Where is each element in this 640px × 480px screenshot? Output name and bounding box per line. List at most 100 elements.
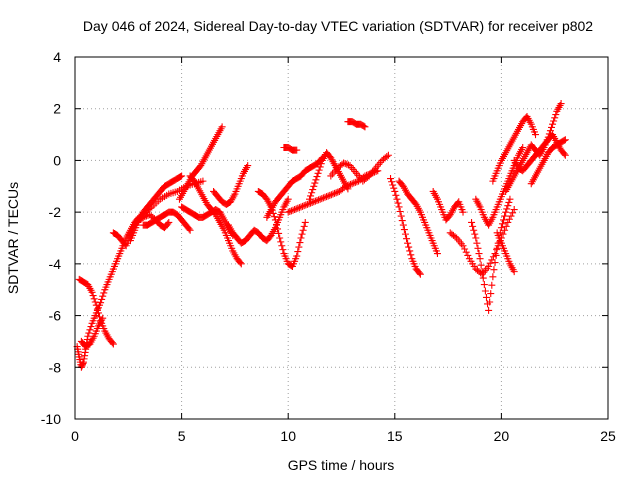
data-point-marker <box>326 191 334 199</box>
data-point-marker <box>300 222 308 230</box>
series-sat-track-c <box>77 314 107 351</box>
data-point-marker <box>310 198 318 206</box>
data-point-marker <box>186 226 194 234</box>
data-point-marker <box>87 323 95 331</box>
data-point-marker <box>236 259 244 267</box>
data-point-marker <box>489 273 497 281</box>
data-point-marker <box>303 200 311 208</box>
data-point-marker <box>482 293 490 301</box>
series-sat-track-x <box>472 144 527 229</box>
data-point-marker <box>470 226 478 234</box>
data-point-marker <box>397 212 405 220</box>
data-point-marker <box>468 218 476 226</box>
data-point-marker <box>491 259 499 267</box>
data-point-marker <box>331 189 339 197</box>
data-point-marker <box>86 326 94 334</box>
data-point-marker <box>478 268 486 276</box>
data-point-marker <box>561 151 569 159</box>
data-point-marker <box>317 160 325 168</box>
data-point-marker <box>433 250 441 258</box>
data-point-marker <box>341 160 349 168</box>
data-point-marker <box>502 222 510 230</box>
data-point-marker <box>321 193 329 201</box>
data-point-marker <box>488 281 496 289</box>
data-point-marker <box>310 182 318 190</box>
y-tick-label: -6 <box>49 308 62 324</box>
data-point-marker <box>199 177 207 185</box>
series-sat-track-n <box>284 167 382 216</box>
data-point-marker <box>274 225 282 233</box>
data-point-marker <box>298 230 306 238</box>
data-point-marker <box>550 117 558 125</box>
data-point-marker <box>388 178 396 186</box>
data-point-marker <box>549 120 557 128</box>
data-point-marker <box>393 195 401 203</box>
data-point-marker <box>509 209 517 217</box>
data-point-marker <box>561 136 569 144</box>
data-point-marker <box>178 172 186 180</box>
data-point-marker <box>350 179 358 187</box>
data-point-marker <box>560 136 568 144</box>
data-point-marker <box>340 159 348 167</box>
data-point-marker <box>472 234 480 242</box>
series-sat-track-s <box>387 175 424 278</box>
data-point-marker <box>519 144 527 151</box>
data-point-marker <box>504 218 512 226</box>
data-point-marker <box>343 160 351 168</box>
data-point-marker <box>98 295 106 303</box>
data-point-marker <box>89 292 97 300</box>
data-point-marker <box>510 268 518 276</box>
y-tick-label: 4 <box>53 49 61 65</box>
data-point-marker <box>461 245 469 253</box>
data-point-marker <box>319 194 327 202</box>
data-point-marker <box>90 295 98 303</box>
data-point-marker <box>277 238 285 246</box>
data-point-marker <box>548 123 556 131</box>
data-point-marker <box>311 179 319 187</box>
data-point-marker <box>500 216 508 224</box>
x-tick-label: 20 <box>494 428 510 444</box>
data-point-marker <box>486 298 494 306</box>
data-point-marker <box>284 208 292 216</box>
data-point-marker <box>506 195 514 203</box>
data-point-marker <box>348 180 356 188</box>
data-point-marker <box>299 226 307 234</box>
series-sat-track-w <box>468 195 514 314</box>
axis-ticks: 0 5 10 15 20 25 -10 -8 -6 -4 -2 0 2 4 <box>41 49 616 444</box>
y-tick-label: -2 <box>49 204 62 220</box>
data-point-marker <box>91 298 99 306</box>
data-point-marker <box>97 299 105 307</box>
data-point-marker <box>551 114 559 122</box>
series-sat-track-l <box>254 187 309 270</box>
series-sat-track-k <box>225 195 292 247</box>
data-point-marker <box>299 202 307 210</box>
data-point-marker <box>486 259 494 267</box>
data-point-marker <box>400 226 408 234</box>
data-point-marker <box>237 260 245 268</box>
data-point-marker <box>451 233 459 241</box>
data-point-marker <box>394 199 402 207</box>
data-point-marker <box>308 189 316 197</box>
data-point-marker <box>477 261 485 269</box>
data-point-marker <box>318 195 326 203</box>
data-point-marker <box>552 111 560 119</box>
data-point-marker <box>294 204 302 212</box>
data-point-marker <box>296 239 304 247</box>
data-point-marker <box>297 234 305 242</box>
data-point-marker <box>332 189 340 197</box>
data-point-marker <box>295 243 303 251</box>
data-point-marker <box>384 151 392 159</box>
data-point-marker <box>279 246 287 254</box>
data-point-marker <box>100 289 108 297</box>
data-point-marker <box>477 269 485 277</box>
data-point-marker <box>407 251 415 259</box>
data-point-marker <box>390 184 398 192</box>
series-sat-track-ab <box>510 131 569 175</box>
series-sat-track-g <box>175 123 226 203</box>
data-point-marker <box>469 222 477 230</box>
data-point-marker <box>459 208 467 216</box>
series-sat-track-j <box>210 162 252 208</box>
data-point-marker <box>475 250 483 258</box>
data-point-marker <box>490 266 498 274</box>
